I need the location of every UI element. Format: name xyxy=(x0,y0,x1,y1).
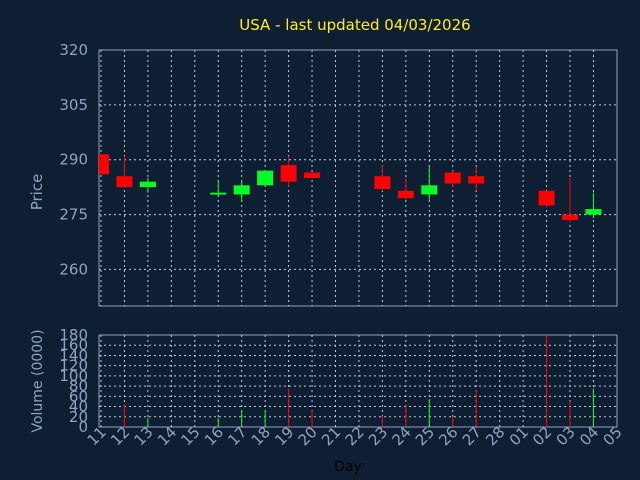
candle xyxy=(585,192,602,219)
volume-tick-label: 160 xyxy=(59,336,88,354)
x-axis-label: Day xyxy=(334,459,362,475)
candle-body xyxy=(210,192,227,195)
volume-tick-label: 60 xyxy=(69,387,88,405)
candle xyxy=(233,181,250,202)
candle xyxy=(139,178,156,193)
candle-body xyxy=(257,170,274,186)
volume-tick-label: 100 xyxy=(59,367,88,385)
price-axis-label: Price xyxy=(28,174,46,211)
price-panel: 260 275 290 305 320 xyxy=(59,41,618,307)
x-axis: 1112131415161718192021222324252627280102… xyxy=(84,423,626,449)
price-tick-label: 320 xyxy=(59,41,88,59)
candle-body xyxy=(116,176,133,188)
candle-body xyxy=(421,185,438,195)
chart-title: USA - last updated 04/03/2026 xyxy=(239,16,470,34)
candle-body xyxy=(374,176,391,189)
candle xyxy=(257,170,274,186)
volume-tick-label: 120 xyxy=(59,357,88,375)
candle-body xyxy=(468,176,485,184)
candle-body xyxy=(233,185,250,195)
volume-tick-label: 0 xyxy=(78,418,88,436)
price-tick-label: 275 xyxy=(59,206,88,224)
price-plot-area xyxy=(98,49,618,307)
candle-body xyxy=(397,190,414,199)
candle xyxy=(562,178,578,222)
candle-body xyxy=(99,154,109,175)
price-tick-label: 290 xyxy=(59,151,88,169)
candle xyxy=(280,156,297,188)
candle xyxy=(468,167,485,191)
candle xyxy=(444,170,461,188)
price-tick-label: 305 xyxy=(59,96,88,114)
price-tick-label: 260 xyxy=(59,260,88,278)
volume-tick-label: 80 xyxy=(69,377,88,395)
candle-body xyxy=(562,214,578,221)
candle-body xyxy=(304,172,321,178)
volume-tick-label: 180 xyxy=(59,326,88,344)
candle xyxy=(99,154,109,175)
candle xyxy=(538,190,555,208)
candle xyxy=(397,178,414,200)
volume-tick-label: 40 xyxy=(69,398,88,416)
volume-plot-area xyxy=(98,334,618,428)
candle xyxy=(116,156,133,188)
candle-body xyxy=(280,165,297,182)
volume-tick-label: 20 xyxy=(69,408,88,426)
volume-tick-label: 140 xyxy=(59,346,88,364)
candle xyxy=(374,165,391,191)
volume-axis-label: Volume (0000) xyxy=(30,329,46,432)
candle-body xyxy=(538,190,555,206)
candle-body xyxy=(585,209,602,215)
candle xyxy=(421,167,438,200)
candle xyxy=(210,181,227,197)
candle xyxy=(304,172,321,178)
candle-body xyxy=(139,181,156,188)
candle-body xyxy=(444,172,461,184)
